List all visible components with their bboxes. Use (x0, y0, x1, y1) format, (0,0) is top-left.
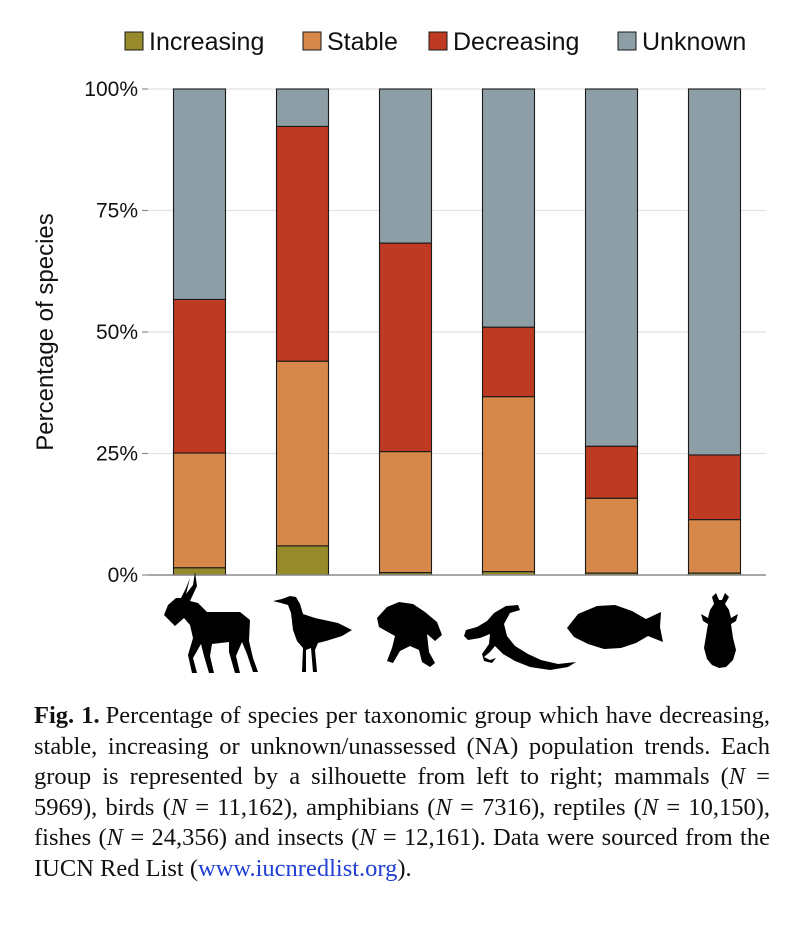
beetle-icon (701, 593, 738, 668)
y-tick-label: 50% (96, 321, 138, 344)
bar-segment-unknown (275, 88, 330, 127)
caption-end: ). (397, 854, 412, 882)
lizard-icon (464, 605, 576, 670)
legend-item-stable: Stable (302, 28, 398, 56)
figure-caption: Fig. 1. Percentage of species per taxonom… (34, 701, 770, 884)
bar-segment-unknown (378, 88, 433, 244)
y-axis-label: Percentage of species (32, 213, 59, 450)
legend-swatch (428, 31, 448, 51)
caption-reptiles-n: = 10,150), fishes ( (34, 793, 770, 852)
legend-label: Increasing (149, 28, 264, 56)
bar-segment-stable (687, 519, 742, 574)
bar-segment-increasing (172, 567, 227, 576)
y-tick-label: 100% (84, 78, 138, 101)
bar-segment-unknown (687, 88, 742, 456)
bar-segment-decreasing (172, 298, 227, 454)
bar-segment-decreasing (481, 326, 536, 398)
caption-amphibians-n: = 7316), reptiles ( (451, 793, 642, 821)
figure-label: Fig. 1. (34, 702, 100, 729)
bar-group-birds (275, 88, 330, 576)
bar-segment-unknown (172, 88, 227, 300)
caption-mammals-n: = 5969), birds ( (34, 763, 770, 821)
bar-segment-unknown (481, 88, 536, 328)
n-symbol: N (170, 793, 188, 821)
stacked-bar-chart: Increasing Stable Decreasing Unknown 0% 25% 5… (32, 28, 766, 673)
n-symbol: N (728, 763, 746, 790)
legend-item-decreasing: Decreasing (428, 28, 579, 56)
bar-segment-stable (584, 497, 639, 574)
legend-swatch (617, 31, 637, 51)
y-tick-label: 0% (108, 564, 138, 587)
y-tick-label: 25% (96, 443, 138, 466)
bar-segment-decreasing (378, 242, 433, 453)
legend-item-unknown: Unknown (617, 28, 746, 56)
caption-insects-n: = 12,161). Data were sourced from the IU… (34, 824, 770, 882)
n-symbol: N (359, 824, 376, 851)
bar-segment-decreasing (275, 125, 330, 362)
frog-icon (377, 602, 442, 667)
bar-group-mammals (172, 88, 227, 576)
bar-group-fishes (584, 88, 639, 576)
legend-label: Unknown (642, 28, 746, 56)
caption-birds-n: = 11,162), amphibians ( (187, 793, 436, 821)
y-axis-ticks: 0% 25% 50% 75% 100% (84, 78, 148, 587)
n-symbol: N (435, 793, 452, 821)
bar-segment-unknown (584, 88, 639, 447)
bar-segment-stable (378, 451, 433, 574)
bar-segment-decreasing (687, 454, 742, 521)
shorebird-icon (273, 596, 352, 672)
bar-segment-stable (275, 360, 330, 547)
legend-label: Stable (327, 28, 398, 56)
n-symbol: N (641, 793, 659, 821)
gridlines (148, 88, 766, 455)
caption-fishes-n: = 24,356) and insects ( (123, 824, 360, 851)
bar-group-insects (687, 88, 742, 576)
n-symbol: N (106, 824, 123, 851)
fish-icon (567, 605, 663, 649)
bar-segment-decreasing (584, 445, 639, 499)
caption-text: Percentage of species per taxonomic grou… (34, 702, 770, 790)
bar-segment-increasing (275, 545, 330, 576)
legend-swatch (124, 31, 144, 51)
legend-item-increasing: Increasing (124, 28, 264, 56)
legend-swatch (302, 31, 322, 51)
y-tick-label: 75% (96, 200, 138, 223)
bar-group-amphibians (378, 88, 433, 576)
antelope-icon (164, 572, 258, 673)
iucn-link[interactable]: www.iucnredlist.org (198, 854, 398, 882)
bar-segment-stable (481, 396, 536, 573)
bar-group-reptiles (481, 88, 536, 576)
legend: Increasing Stable Decreasing Unknown (124, 28, 746, 56)
bars (172, 88, 742, 576)
legend-label: Decreasing (453, 28, 579, 56)
bar-segment-stable (172, 452, 227, 569)
